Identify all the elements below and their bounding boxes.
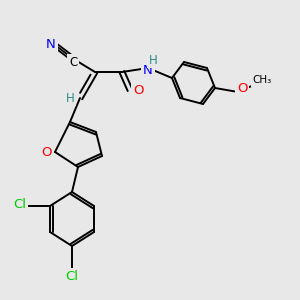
Text: O: O	[133, 83, 143, 97]
Text: H: H	[148, 53, 158, 67]
Text: N: N	[143, 64, 153, 77]
Text: O: O	[237, 82, 247, 94]
Text: Cl: Cl	[65, 269, 79, 283]
Text: N: N	[46, 38, 56, 52]
Text: O: O	[41, 146, 51, 158]
Text: C: C	[69, 56, 77, 68]
Text: CH₃: CH₃	[252, 75, 272, 85]
Text: Cl: Cl	[14, 197, 26, 211]
Text: H: H	[66, 92, 74, 104]
